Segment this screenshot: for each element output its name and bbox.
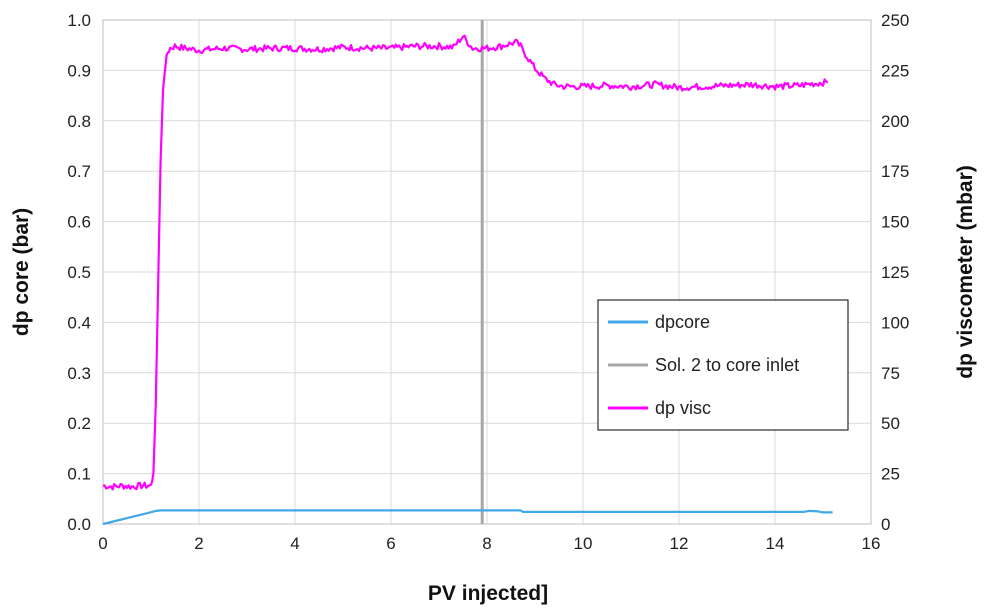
x-tick-label: 4 — [290, 534, 299, 553]
y-tick-label: 0.2 — [67, 414, 91, 433]
x-tick-label: 8 — [482, 534, 491, 553]
y-tick-label: 0.6 — [67, 213, 91, 232]
y2-tick-label: 250 — [881, 11, 909, 30]
series-line-dpcore — [102, 509, 833, 526]
plot-area-frame — [102, 19, 872, 525]
y2-tick-label: 0 — [881, 515, 890, 534]
series-line-dp-visc — [102, 34, 829, 491]
y2-tick-label: 150 — [881, 213, 909, 232]
y-tick-label: 0.4 — [67, 313, 91, 332]
x-tick-label: 12 — [670, 534, 689, 553]
y2-tick-label: 50 — [881, 414, 900, 433]
y-tick-label: 0.1 — [67, 465, 91, 484]
x-axis-title: PV injected] — [428, 582, 548, 605]
y2-tick-label: 200 — [881, 112, 909, 131]
y-tick-label: 0.7 — [67, 162, 91, 181]
y2-tick-label: 175 — [881, 162, 909, 181]
y-tick-label: 0.0 — [67, 515, 91, 534]
y-axis-title: dp core (bar) — [10, 208, 33, 336]
y2-tick-label: 100 — [881, 313, 909, 332]
x-tick-label: 16 — [862, 534, 881, 553]
x-tick-label: 2 — [194, 534, 203, 553]
x-tick-label: 14 — [766, 534, 785, 553]
y2-axis-ticks: 0 25 50 75 100 125 150 175 200 225 250 — [881, 11, 909, 534]
series-layer — [102, 20, 833, 526]
y-tick-label: 0.9 — [67, 61, 91, 80]
plot-border — [102, 19, 872, 525]
x-tick-label: 6 — [386, 534, 395, 553]
y2-tick-label: 125 — [881, 263, 909, 282]
legend-label-dpvisc: dp visc — [655, 398, 711, 418]
x-tick-label: 0 — [98, 534, 107, 553]
legend-label-sol2: Sol. 2 to core inlet — [655, 355, 799, 375]
legend: dpcore Sol. 2 to core inlet dp visc — [597, 299, 849, 431]
y2-tick-label: 75 — [881, 364, 900, 383]
y-tick-label: 0.8 — [67, 112, 91, 131]
y2-tick-label: 225 — [881, 61, 909, 80]
y-tick-label: 0.3 — [67, 364, 91, 383]
legend-label-dpcore: dpcore — [655, 312, 710, 332]
y2-axis-title: dp viscometer (mbar) — [954, 165, 977, 379]
y-tick-label: 0.5 — [67, 263, 91, 282]
y-axis-ticks: 0.0 0.1 0.2 0.3 0.4 0.5 0.6 0.7 0.8 0.9 1.0 — [67, 11, 91, 534]
y-tick-label: 1.0 — [67, 11, 91, 30]
x-axis-ticks: 0 2 4 6 8 10 12 14 16 — [98, 534, 880, 553]
x-tick-label: 10 — [574, 534, 593, 553]
y2-tick-label: 25 — [881, 465, 900, 484]
